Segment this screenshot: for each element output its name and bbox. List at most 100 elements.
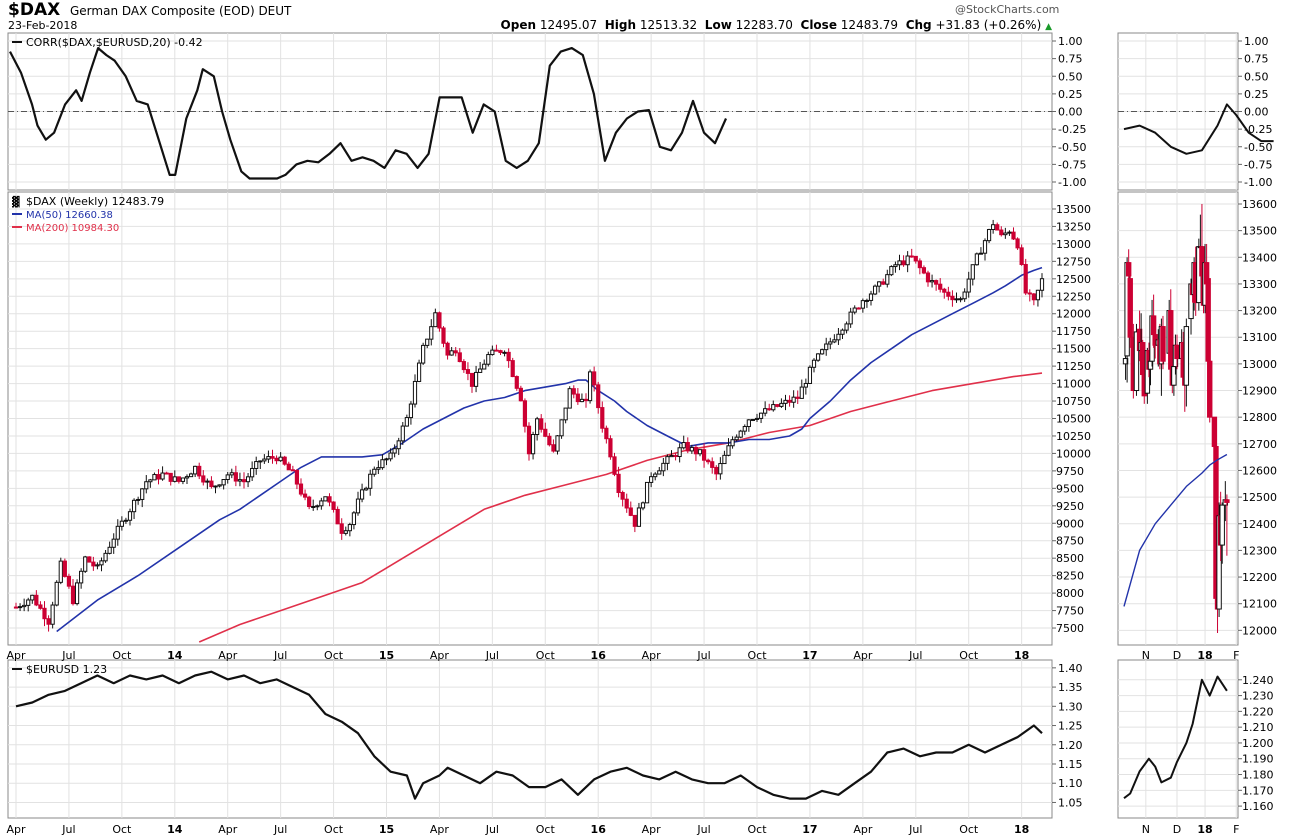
fx-x-tick-label: 18 [1014, 823, 1029, 836]
fx-y-tick-label: 1.20 [1058, 739, 1083, 752]
candle-body [962, 291, 967, 300]
candle-body [193, 465, 198, 475]
candle-body [966, 278, 971, 293]
candle-body [172, 476, 177, 482]
recent-fx-x-tick-label: 18 [1197, 823, 1212, 836]
candle-body [42, 607, 47, 620]
up-triangle-icon: ▲ [1045, 22, 1052, 32]
price-y-tick-label: 11000 [1056, 378, 1091, 391]
fx-x-tick-label: Apr [642, 823, 662, 836]
ma50-line [56, 266, 1043, 633]
chart-date: 23-Feb-2018 [8, 19, 78, 32]
price-x-tick-label: Jul [273, 649, 287, 662]
candle-body [868, 293, 874, 301]
price-x-tick-label: Apr [218, 649, 238, 662]
candle-body [1023, 263, 1028, 294]
candle-body [596, 384, 601, 409]
recent-corr-y-tick-label: 0.50 [1244, 70, 1269, 83]
candle-body [925, 272, 931, 283]
candle-body [612, 456, 617, 475]
candle-body [872, 285, 878, 295]
open-value: 12495.07 [539, 18, 598, 32]
candle-body [881, 281, 886, 285]
candle-body [274, 457, 279, 462]
price-y-tick-label: 9250 [1056, 500, 1084, 513]
candle-body [795, 396, 800, 399]
candle-body [425, 338, 430, 346]
candle-body [986, 229, 992, 242]
candle-body [877, 281, 882, 287]
candle-body [978, 252, 984, 255]
chg-value: +31.83 (+0.26%) [935, 18, 1042, 32]
candle-body [307, 496, 312, 508]
price-y-tick-label: 13500 [1056, 203, 1091, 216]
price-y-tick-label: 10000 [1056, 447, 1091, 460]
candle-body [99, 560, 104, 566]
recent-price-x-tick-label: 18 [1197, 649, 1212, 662]
candle-body [136, 498, 141, 501]
watermark: @StockCharts.com [955, 3, 1060, 16]
candle-body [824, 343, 829, 351]
quote-bar: Open 12495.07 High 12513.32 Low 12283.70… [501, 18, 1052, 32]
candle-body [697, 449, 703, 455]
candle-body [779, 402, 784, 407]
candle-body [26, 599, 31, 606]
candle-body [282, 456, 287, 465]
candle-body [416, 362, 422, 382]
price-x-tick-label: Oct [324, 649, 344, 662]
candle-body [791, 396, 796, 403]
candle-body [429, 326, 434, 340]
candle-body [46, 618, 51, 625]
ma50-legend-text: MA(50) 12660.38 [26, 210, 113, 221]
price-x-tick-label: Jul [61, 649, 75, 662]
candle-body [335, 508, 340, 525]
candle-body [62, 560, 67, 577]
candle-body [942, 288, 947, 293]
candle-body [714, 466, 719, 475]
candle-body [518, 387, 523, 402]
candle-body [229, 472, 234, 476]
price-y-tick-label: 12750 [1056, 255, 1091, 268]
candle-body [673, 455, 678, 458]
price-y-tick-label: 8250 [1056, 570, 1084, 583]
candle-body [710, 461, 715, 468]
recent-fx-panel-frame [1117, 659, 1239, 819]
candle-body [437, 312, 442, 329]
candle-body [421, 344, 426, 364]
candle-body [494, 349, 499, 352]
candle-body [453, 350, 458, 354]
candle-body [465, 369, 471, 374]
fx-y-tick-label: 1.05 [1058, 796, 1083, 809]
price-x-tick-label: Apr [853, 649, 873, 662]
candle-body [510, 360, 515, 378]
candle-body [718, 463, 723, 475]
candle-body [559, 419, 564, 437]
candle-body [571, 388, 576, 395]
price-y-tick-label: 9000 [1056, 517, 1084, 530]
candle-body [640, 502, 646, 509]
candle-body [754, 417, 760, 420]
candle-body [575, 393, 580, 403]
candle-body [270, 456, 275, 459]
price-y-tick-label: 11250 [1056, 360, 1091, 373]
price-x-tick-label: 16 [591, 649, 607, 662]
candle-body [262, 458, 267, 462]
candle-body [934, 280, 939, 285]
recent-price-x-tick-label: D [1173, 649, 1181, 662]
candle-body [815, 353, 821, 361]
ma200-legend-text: MA(200) 10984.30 [26, 223, 119, 234]
candle-body [551, 444, 556, 452]
candle-body [1019, 247, 1024, 265]
price-x-tick-label: 15 [379, 649, 394, 662]
candle-body [758, 412, 764, 419]
candle-body [115, 525, 120, 540]
candle-body [294, 470, 300, 485]
recent-price-y-tick-label: 12500 [1242, 491, 1277, 504]
close-label: Close [800, 18, 837, 32]
candle-body [657, 470, 662, 475]
candle-body [1011, 231, 1016, 240]
candle-body [1027, 292, 1032, 295]
candle-body [164, 472, 169, 475]
candle-body [787, 399, 792, 403]
